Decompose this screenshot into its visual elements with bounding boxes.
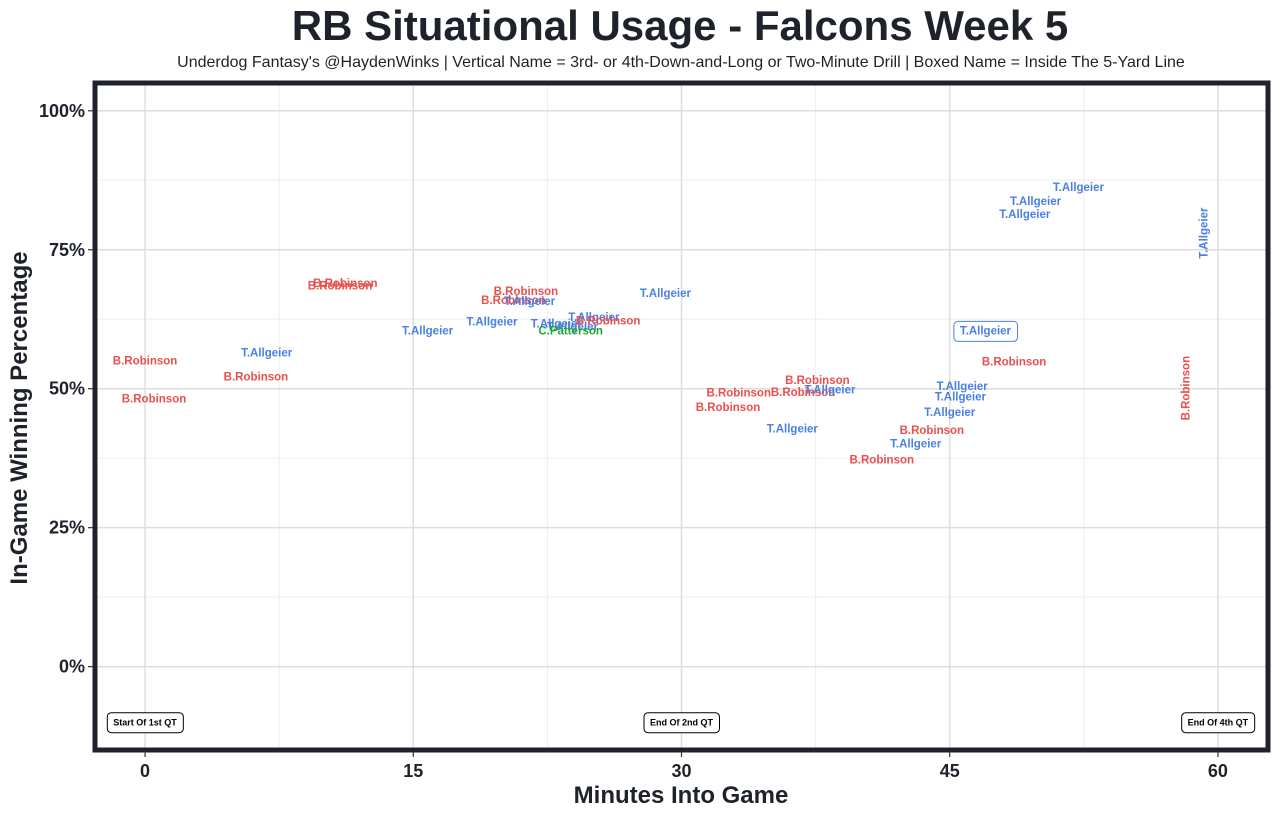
point-label: T.Allgeier [531,319,583,331]
period-marker: Start Of 1st QT [106,712,184,734]
period-marker-label: End Of 2nd QT [650,718,713,728]
point-label: B.Robinson [771,387,836,399]
point-label-boxed: T.Allgeier [953,320,1019,342]
point-label: B.Robinson [308,280,373,292]
point-label: T.Allgeier [1053,182,1105,194]
point-label: T.Allgeier [960,325,1012,337]
point-label: B.Robinson [576,315,641,327]
point-label: T.Allgeier [640,288,692,300]
point-label: T.Allgeier [804,384,856,396]
y-tick-label: 0% [59,657,85,677]
point-label: B.Robinson [113,355,178,367]
period-markers: Start Of 1st QT End Of 2nd QT End Of 4th Q… [106,712,1256,734]
point-label: B.Robinson [900,425,965,437]
point-label: T.Allgeier [1010,196,1062,208]
y-tick-label: 50% [49,379,85,399]
x-tick-label: 45 [940,761,960,781]
x-tick-label: 30 [671,761,691,781]
data-points: B.RobinsonB.RobinsonT.AllgeierB.Robinson… [113,182,1211,466]
point-label: B.Robinson [785,375,850,387]
chart-title: RB Situational Usage - Falcons Week 5 [291,2,1069,49]
y-tick-label: 75% [49,240,85,260]
point-label: C.Patterson [538,325,603,337]
point-label: B.Robinson [224,371,289,383]
grid-lines [95,83,1268,750]
point-label: B.Robinson [122,394,187,406]
point-label: B.Robinson [850,454,915,466]
x-axis-title: Minutes Into Game [574,782,789,809]
point-label: T.Allgeier [937,381,989,393]
point-label: T.Allgeier [241,348,293,360]
point-label: B.Robinson [481,295,546,307]
period-marker-label: Start Of 1st QT [113,718,177,728]
y-axis-title: In-Game Winning Percentage [6,251,33,584]
period-marker: End Of 2nd QT [643,712,720,734]
period-marker-box [1181,712,1256,734]
point-label: T.Allgeier [466,316,518,328]
x-tick-label: 60 [1208,761,1228,781]
point-label: B.Robinson [494,286,559,298]
period-marker-box [106,712,184,734]
point-label: T.Allgeier [402,325,454,337]
point-label: T.Allgeier [568,312,620,324]
period-marker: End Of 4th QT [1181,712,1256,734]
y-tick-label: 100% [39,101,85,121]
x-tick-label: 0 [140,761,150,781]
point-label: T.Allgeier [504,296,556,308]
point-label: B.Robinson [706,388,771,400]
point-label: T.Allgeier [924,407,976,419]
point-label: T.Allgeier [890,439,942,451]
point-label: T.Allgeier [767,424,819,436]
point-label: T.Allgeier [935,391,987,403]
period-marker-box [643,712,720,734]
point-label-vertical: B.Robinson [1181,356,1193,421]
axis-ticks: 0 15 30 45 60 0% 25% 50% 75% 100% [39,101,1228,781]
point-label: T.Allgeier [999,209,1051,221]
period-marker-label: End Of 4th QT [1188,718,1249,728]
chart-subtitle: Underdog Fantasy's @HaydenWinks | Vertic… [177,54,1185,71]
point-label: T.Allgeier [547,321,599,333]
panel-border [92,80,1271,753]
x-tick-label: 15 [403,761,423,781]
point-label: B.Robinson [982,356,1047,368]
point-label-vertical: T.Allgeier [1199,207,1211,259]
point-label-box [953,320,1019,342]
point-label: B.Robinson [313,278,378,290]
y-tick-label: 25% [49,518,85,538]
point-label: B.Robinson [696,402,761,414]
